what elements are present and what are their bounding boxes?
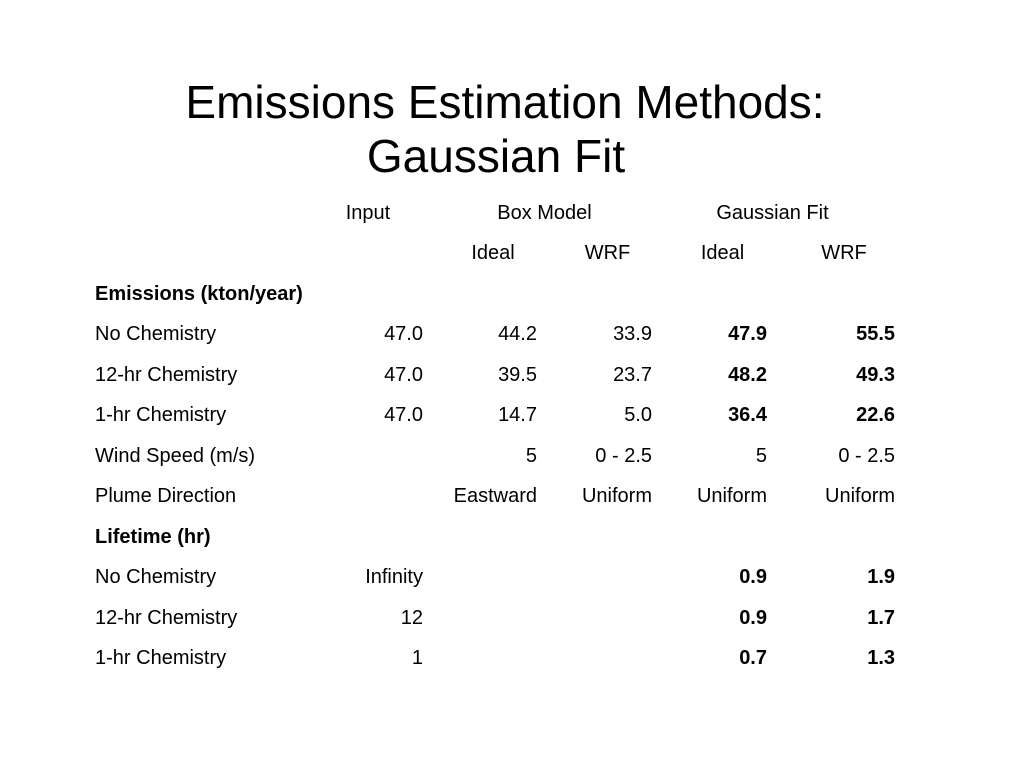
header-box-model: Box Model: [497, 201, 592, 224]
cell-gauss-wrf: 1.3: [867, 647, 896, 670]
table-row: Plume Direction Eastward Uniform Uniform…: [82, 477, 908, 518]
cell-box-ideal: [436, 598, 550, 639]
cell-gauss-ideal: 47.9: [728, 323, 767, 346]
table-row: Wind Speed (m/s) 5 0 - 2.5 5 0 - 2.5: [82, 436, 908, 477]
cell-input: Infinity: [365, 566, 423, 589]
cell-gauss-ideal: 0.9: [739, 566, 767, 589]
cell-box-wrf: 0 - 2.5: [595, 444, 652, 467]
results-table: Input Box Model Gaussian Fit Ideal WRF I…: [82, 193, 908, 679]
cell-input: 47.0: [384, 404, 423, 427]
section-heading-row: Lifetime (hr): [82, 517, 908, 558]
table-row: No Chemistry Infinity 0.9 1.9: [82, 558, 908, 599]
cell-box-wrf: Uniform: [581, 485, 652, 508]
cell-box-wrf: 23.7: [613, 363, 652, 386]
cell-box-ideal: 14.7: [498, 404, 537, 427]
section-heading: Emissions (kton/year): [95, 282, 303, 305]
cell-gauss-ideal: 36.4: [728, 404, 767, 427]
table-row: 1-hr Chemistry 47.0 14.7 5.0 36.4 22.6: [82, 396, 908, 437]
table-row: 12-hr Chemistry 12 0.9 1.7: [82, 598, 908, 639]
sub-header-gauss-wrf: WRF: [821, 242, 867, 265]
title-line-1: Emissions Estimation Methods:: [185, 75, 825, 128]
cell-box-ideal: 44.2: [498, 323, 537, 346]
cell-gauss-ideal: 48.2: [728, 363, 767, 386]
cell-input: 1: [411, 647, 423, 670]
cell-box-wrf: [550, 558, 665, 599]
row-label: No Chemistry: [95, 323, 217, 346]
cell-gauss-wrf: 0 - 2.5: [838, 444, 896, 467]
sub-header-box-wrf: WRF: [584, 242, 631, 265]
table-row: No Chemistry 47.0 44.2 33.9 47.9 55.5: [82, 315, 908, 356]
row-label: 12-hr Chemistry: [95, 363, 238, 386]
group-header-row: Input Box Model Gaussian Fit: [82, 193, 908, 234]
cell-gauss-ideal: 5: [755, 444, 767, 467]
cell-box-ideal: 5: [525, 444, 537, 467]
cell-box-wrf: [550, 598, 665, 639]
table-row: 12-hr Chemistry 47.0 39.5 23.7 48.2 49.3: [82, 355, 908, 396]
cell-gauss-ideal: 0.9: [739, 606, 767, 629]
sub-header-row: Ideal WRF Ideal WRF: [82, 234, 908, 275]
row-label: 12-hr Chemistry: [95, 606, 238, 629]
cell-input: 47.0: [384, 363, 423, 386]
cell-box-ideal: Eastward: [453, 485, 537, 508]
header-blank: [82, 193, 320, 234]
cell-box-wrf: 5.0: [624, 404, 652, 427]
cell-input: 12: [400, 606, 423, 629]
cell-gauss-wrf: Uniform: [825, 485, 896, 508]
table-row: 1-hr Chemistry 1 0.7 1.3: [82, 639, 908, 680]
section-heading: Lifetime (hr): [95, 525, 211, 548]
sub-header-box-ideal: Ideal: [471, 242, 515, 265]
cell-box-wrf: [550, 639, 665, 680]
header-input: Input: [345, 201, 391, 224]
cell-input: [320, 477, 436, 518]
sub-header-gauss-ideal: Ideal: [700, 242, 745, 265]
cell-gauss-ideal: Uniform: [696, 485, 767, 508]
cell-gauss-wrf: 1.9: [867, 566, 896, 589]
cell-box-ideal: [436, 558, 550, 599]
cell-gauss-wrf: 22.6: [856, 404, 896, 427]
cell-input: [320, 436, 436, 477]
cell-gauss-wrf: 1.7: [867, 606, 896, 629]
row-label: 1-hr Chemistry: [95, 404, 227, 427]
row-label: No Chemistry: [95, 566, 217, 589]
cell-gauss-ideal: 0.7: [739, 647, 767, 670]
cell-gauss-wrf: 55.5: [856, 323, 896, 346]
title-line-2: Gaussian Fit: [366, 129, 626, 182]
cell-box-ideal: 39.5: [498, 363, 537, 386]
cell-gauss-wrf: 49.3: [856, 363, 896, 386]
row-label: 1-hr Chemistry: [95, 647, 227, 670]
row-label: Wind Speed (m/s): [95, 444, 256, 467]
cell-box-wrf: 33.9: [613, 323, 652, 346]
row-label: Plume Direction: [95, 485, 237, 508]
section-heading-row: Emissions (kton/year): [82, 274, 908, 315]
cell-input: 47.0: [384, 323, 423, 346]
header-gaussian-fit: Gaussian Fit: [716, 201, 829, 224]
slide-title: Emissions Estimation Methods: Gaussian F…: [0, 75, 1010, 183]
cell-box-ideal: [436, 639, 550, 680]
